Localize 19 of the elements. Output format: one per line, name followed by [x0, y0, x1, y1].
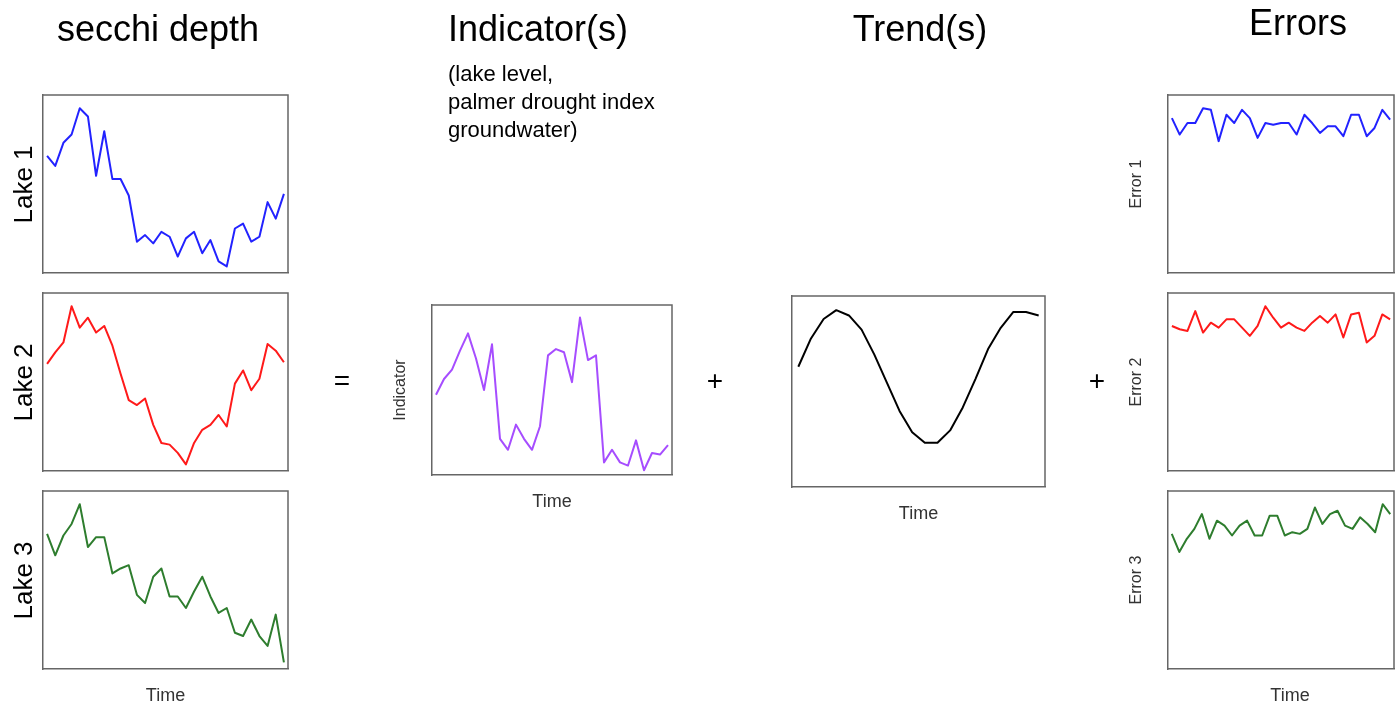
text: +: [705, 365, 725, 397]
chart-title: Indicator(s): [448, 8, 630, 50]
chart-title: Errors: [1248, 2, 1348, 44]
text: +: [1087, 365, 1107, 397]
y-axis-title: Lake 3: [7, 540, 39, 620]
chart-title: Trend(s): [851, 8, 989, 50]
x-axis-title: Time: [1269, 685, 1311, 706]
y-axis-title: Error 3: [1127, 555, 1145, 605]
y-axis-title: Lake 1: [7, 144, 39, 224]
text: =: [332, 365, 352, 397]
y-axis-title: Error 1: [1127, 159, 1145, 209]
y-axis-title: Error 2: [1127, 357, 1145, 407]
x-axis-title: Time: [531, 491, 573, 512]
y-axis-title: Lake 2: [7, 342, 39, 422]
y-axis-title: Indicator: [391, 359, 409, 421]
x-axis-title: Time: [897, 503, 940, 524]
chart-title: secchi depth: [55, 8, 261, 50]
chart-subtitle: (lake level, palmer drought index groundwater): [448, 60, 655, 144]
x-axis-title: Time: [144, 685, 187, 706]
